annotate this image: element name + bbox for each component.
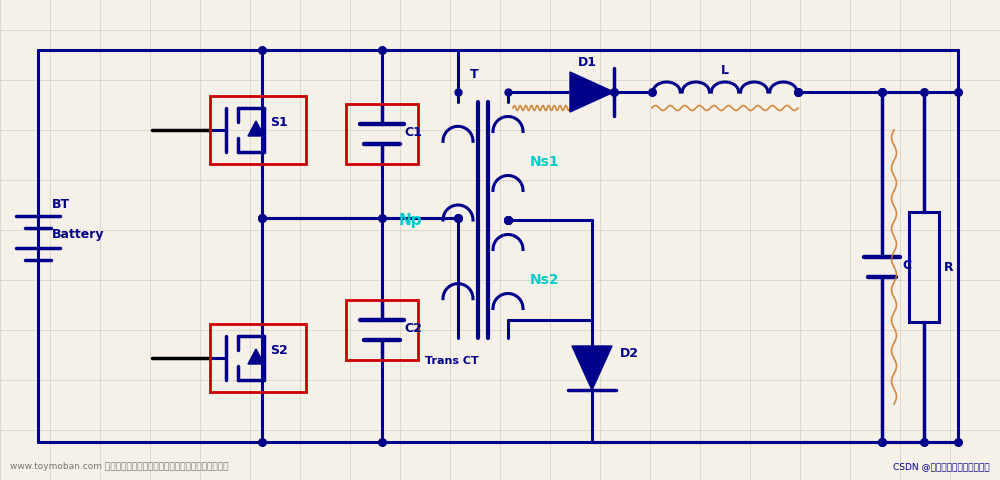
- Text: Trans CT: Trans CT: [425, 355, 479, 365]
- Polygon shape: [570, 73, 614, 113]
- Text: D2: D2: [620, 347, 639, 360]
- Text: Ns2: Ns2: [530, 273, 560, 287]
- Text: Np: Np: [398, 213, 422, 228]
- Text: www.toymoban.com 网络图片仅供展示，非存储，如有侵权请联系删除。: www.toymoban.com 网络图片仅供展示，非存储，如有侵权请联系删除。: [10, 461, 229, 470]
- Text: D1: D1: [578, 56, 596, 69]
- Text: C2: C2: [404, 322, 422, 335]
- Text: T: T: [470, 68, 478, 81]
- Bar: [210, 324, 306, 392]
- Text: C1: C1: [404, 126, 422, 139]
- Text: Battery: Battery: [52, 228, 105, 241]
- Text: BT: BT: [52, 198, 70, 211]
- Text: Ns1: Ns1: [530, 155, 560, 168]
- Bar: [346, 300, 418, 360]
- Text: S2: S2: [270, 344, 288, 357]
- Polygon shape: [572, 346, 612, 390]
- Text: R: R: [944, 261, 954, 274]
- Bar: [210, 97, 306, 165]
- Text: L: L: [721, 64, 729, 77]
- Polygon shape: [248, 122, 264, 137]
- Text: S1: S1: [270, 116, 288, 129]
- Text: C: C: [902, 259, 911, 272]
- Text: CSDN @鲁棒最小二乘支持向量机: CSDN @鲁棒最小二乘支持向量机: [893, 461, 990, 470]
- Bar: [909, 213, 939, 323]
- Polygon shape: [248, 349, 264, 364]
- Bar: [346, 105, 418, 165]
